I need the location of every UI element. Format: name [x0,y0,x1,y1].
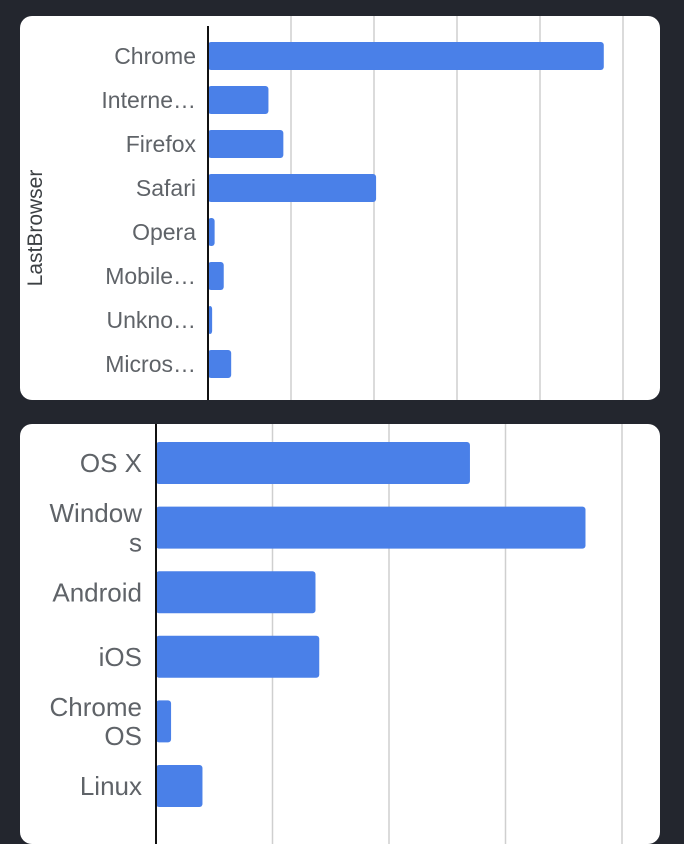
category-label: Android [52,577,142,607]
bar [156,442,470,484]
category-label: Chrome [114,43,196,69]
category-label: Linux [80,771,142,801]
bar [208,350,232,378]
bar [156,571,316,614]
bar [156,506,586,549]
category-label: Opera [132,219,196,245]
category-label: Interne… [101,87,196,113]
bar [208,306,213,334]
category-label: Safari [136,175,196,201]
bar [208,262,224,290]
bar [156,635,320,678]
bar [208,42,604,70]
category-label: Unkno… [107,307,196,333]
category-label: Firefox [126,131,197,157]
category-label: Mobile… [105,263,196,289]
bar [156,700,172,743]
os-chart-card: OS X Window s Android iOS Chrome OS Linux [20,424,660,844]
bar [208,174,377,202]
os-bar-chart: OS X Window s Android iOS Chrome OS Linux [50,424,623,844]
category-label: OS X [80,448,142,478]
browser-chart-card: Chrome Interne… Firefox Safari Opera Mobile… U… [20,16,660,400]
bar [156,765,203,807]
category-label: Micros… [105,351,196,377]
bar [208,218,215,246]
bar [208,86,269,114]
bar [208,130,284,158]
y-axis-title: LastBrowser [24,170,47,287]
browser-bar-chart: Chrome Interne… Firefox Safari Opera Mobile… U… [24,16,624,400]
category-label: iOS [99,642,142,672]
category-label: Window s [50,498,143,557]
category-label: Chrome OS [50,692,142,751]
